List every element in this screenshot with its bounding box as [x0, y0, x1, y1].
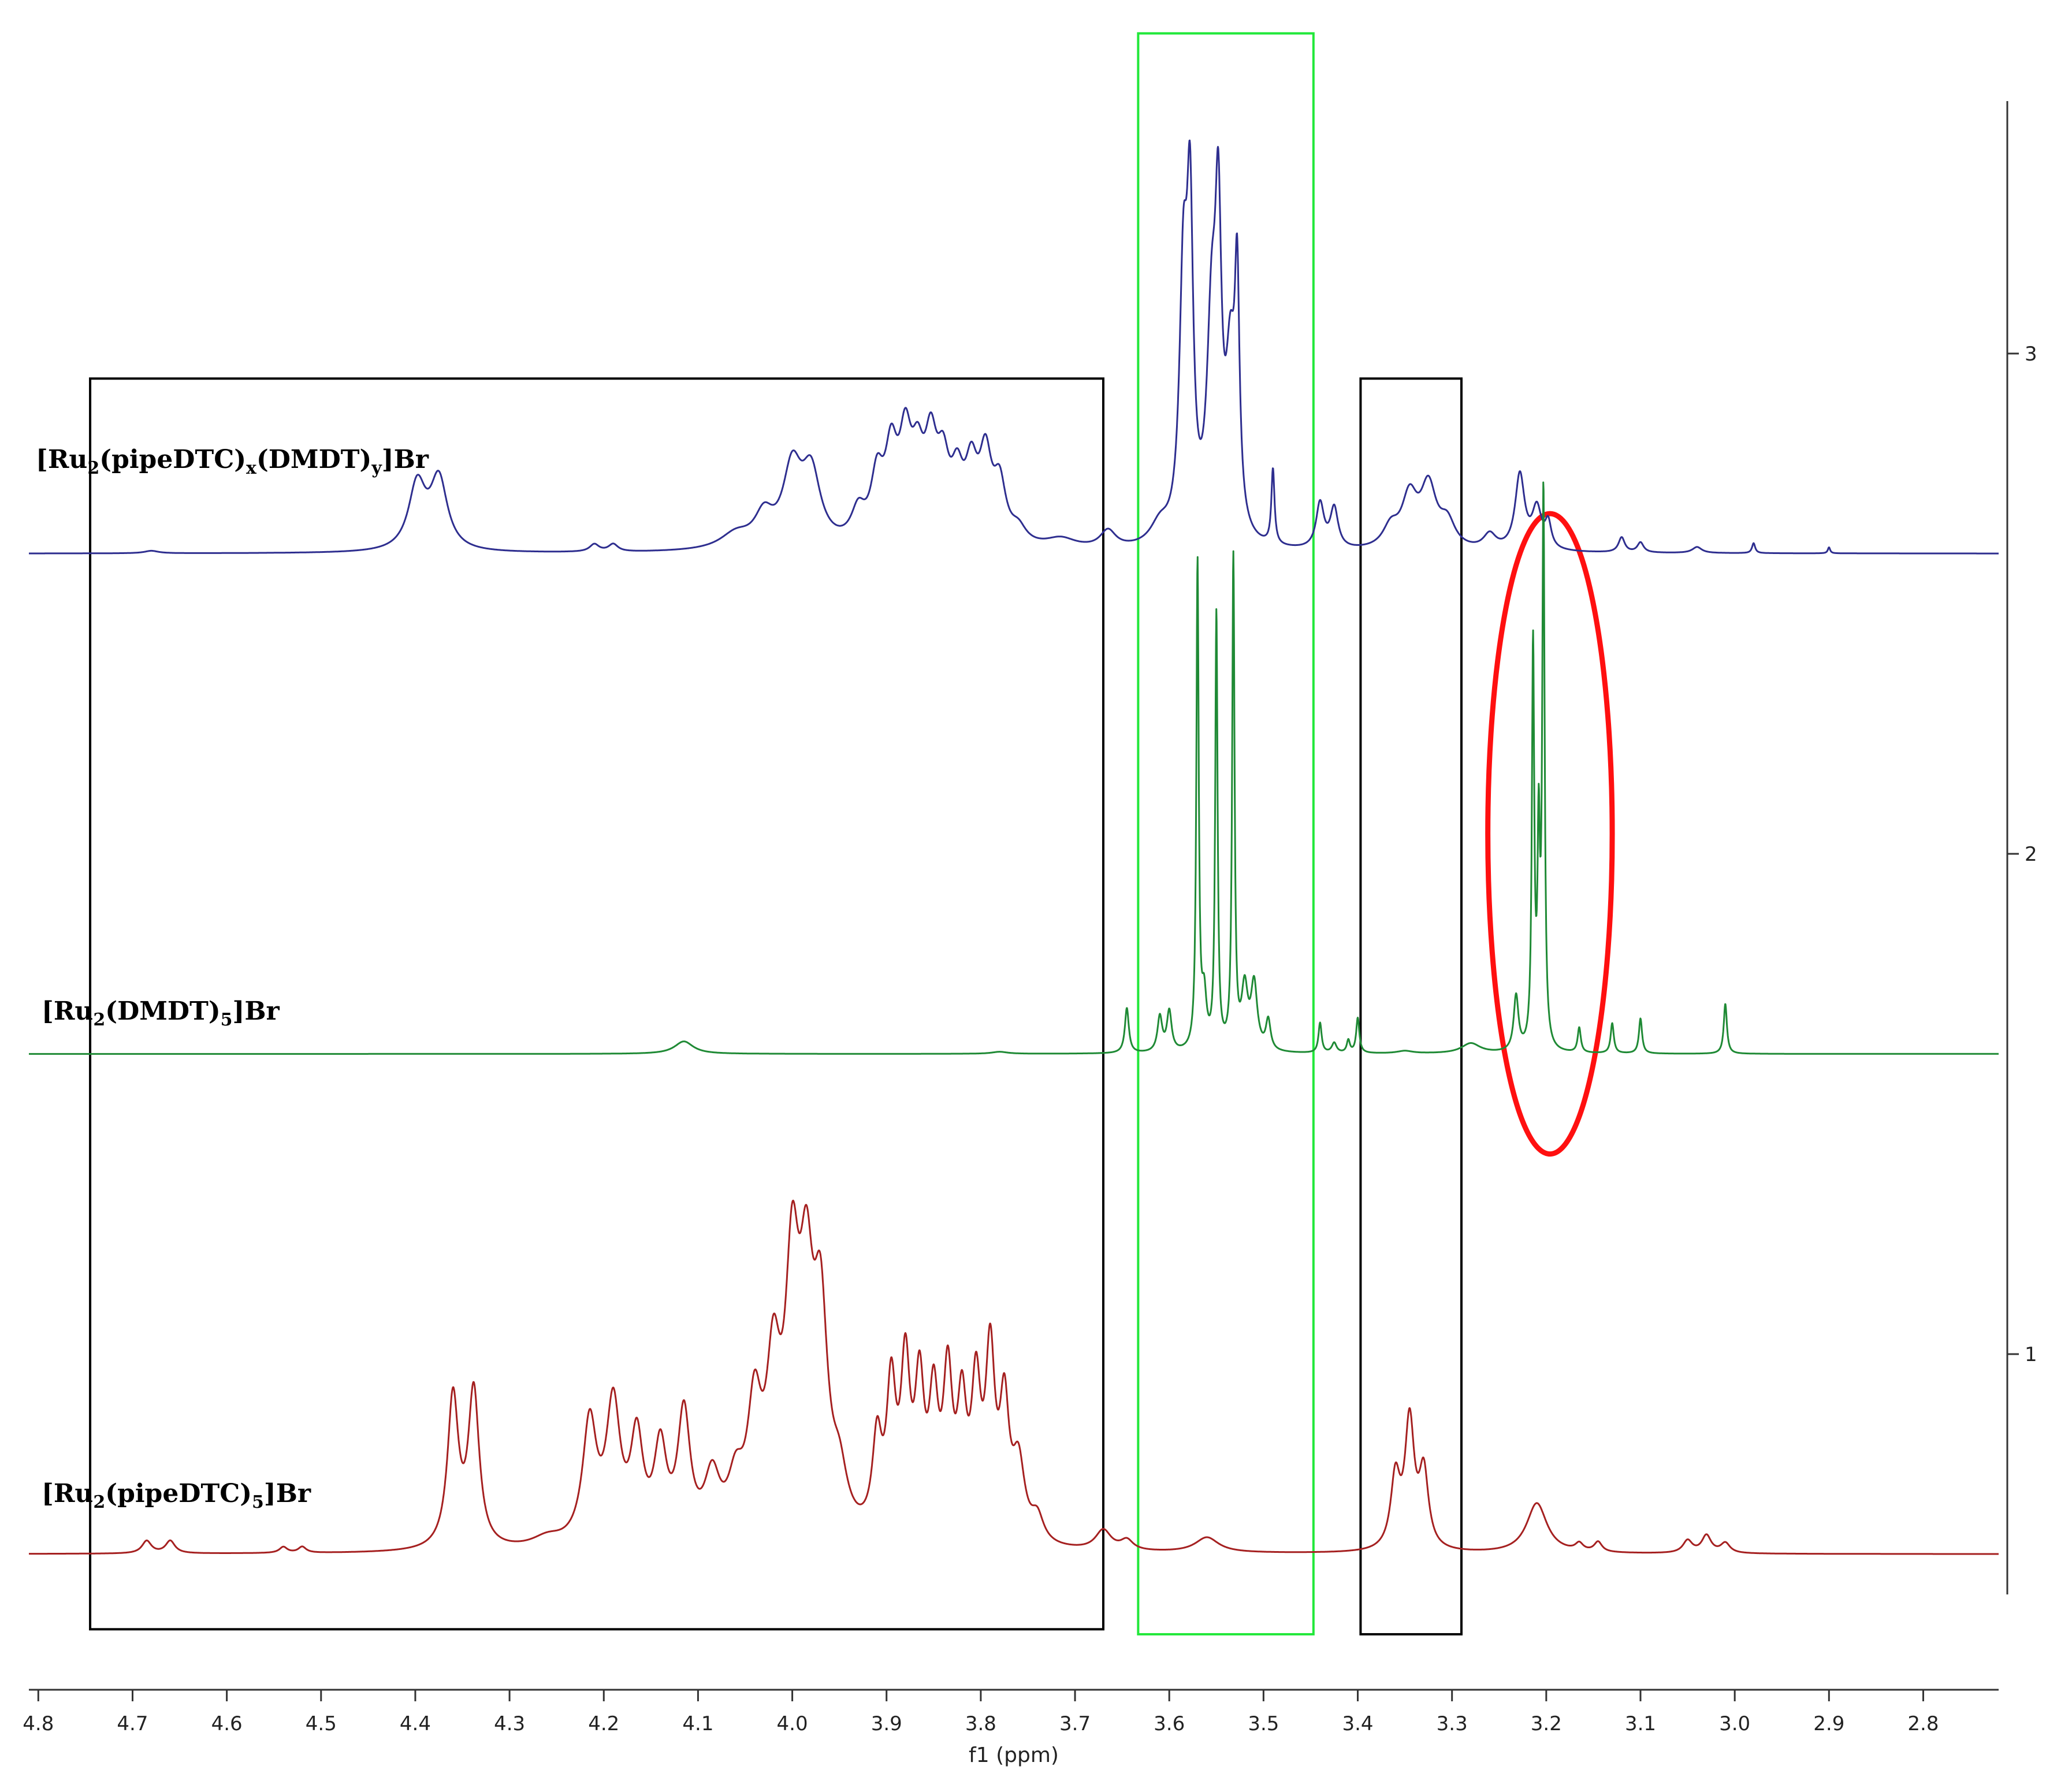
series-label-part: ]Br	[233, 997, 280, 1026]
series-label-part: x	[246, 458, 257, 478]
y-tick-label: 1	[2025, 1343, 2037, 1366]
spectrum-line-1	[28, 139, 1999, 555]
y-tick-label: 2	[2025, 843, 2037, 866]
series-label-part: ]Br	[264, 1479, 311, 1508]
highlight-annotations	[89, 32, 1615, 1635]
highlight-box-2	[1137, 32, 1315, 1635]
y-axis-ticks: 1 2 3	[2007, 343, 2037, 1366]
x-tick-label: 3.0	[1719, 1712, 1750, 1735]
x-tick-label: 4.5	[306, 1712, 337, 1735]
series-label-part: (pipeDTC)	[105, 1479, 252, 1508]
series-label-part: 2	[87, 458, 99, 478]
series-label-part: [Ru	[42, 1479, 93, 1508]
y-tick-label: 3	[2025, 343, 2037, 366]
x-tick-label: 3.8	[965, 1712, 996, 1735]
y-axis: 1 2 3	[2006, 101, 2037, 1594]
highlight-ellipse	[1485, 511, 1615, 1157]
series-labels: [Ru2(pipeDTC)x(DMDT)y]Br[Ru2(DMDT)5]Br[R…	[36, 445, 429, 1512]
series-label-part: [Ru	[42, 997, 93, 1026]
series-label-part: [Ru	[36, 445, 87, 474]
x-axis-ticks: 4.8 4.7 4.6 4.5 4.4 4.3 4.2 4.1 4.0 3.9 3.8 3.7 3.6 3…	[23, 1690, 1939, 1735]
highlight-box-3	[1359, 377, 1463, 1635]
x-tick-label: 4.6	[211, 1712, 243, 1735]
x-tick-label: 3.2	[1531, 1712, 1562, 1735]
spectrum-line-2	[28, 481, 1999, 1055]
x-tick-label: 3.1	[1625, 1712, 1656, 1735]
series-label-part: y	[371, 458, 382, 478]
x-tick-label: 4.2	[588, 1712, 619, 1735]
series-label-part: (DMDT)	[256, 445, 371, 474]
series-label-3: [Ru2(pipeDTC)5]Br	[42, 1479, 311, 1512]
series-label-part: (pipeDTC)	[99, 445, 246, 474]
series-label-part: 2	[93, 1010, 105, 1030]
x-axis: 4.8 4.7 4.6 4.5 4.4 4.3 4.2 4.1 4.0 3.9 3.8 3.7 3.6 3…	[23, 1689, 1999, 1767]
series-label-part: ]Br	[382, 445, 429, 474]
x-tick-label: 4.1	[682, 1712, 713, 1735]
x-tick-label: 4.7	[117, 1712, 148, 1735]
x-tick-label: 3.5	[1248, 1712, 1279, 1735]
series-label-1: [Ru2(pipeDTC)x(DMDT)y]Br	[36, 445, 429, 478]
series-label-part: 5	[221, 1010, 233, 1030]
spectrum-line-3	[28, 1199, 1999, 1555]
series-label-part: 5	[252, 1492, 264, 1512]
highlight-box-1	[89, 377, 1105, 1631]
series-label-2: [Ru2(DMDT)5]Br	[42, 997, 280, 1030]
x-tick-label: 4.8	[23, 1712, 54, 1735]
x-tick-label: 4.4	[400, 1712, 431, 1735]
x-tick-label: 3.6	[1154, 1712, 1185, 1735]
x-tick-label: 4.0	[777, 1712, 808, 1735]
x-tick-label: 2.8	[1907, 1712, 1939, 1735]
x-axis-title: f1 (ppm)	[969, 1743, 1059, 1767]
spectra-series	[28, 139, 1999, 1555]
x-tick-label: 3.3	[1437, 1712, 1468, 1735]
series-label-part: (DMDT)	[105, 997, 220, 1026]
series-label-part: 2	[93, 1492, 105, 1512]
x-tick-label: 2.9	[1813, 1712, 1844, 1735]
x-tick-label: 3.7	[1059, 1712, 1091, 1735]
x-tick-label: 4.3	[494, 1712, 525, 1735]
x-tick-label: 3.4	[1342, 1712, 1373, 1735]
x-tick-label: 3.9	[871, 1712, 902, 1735]
